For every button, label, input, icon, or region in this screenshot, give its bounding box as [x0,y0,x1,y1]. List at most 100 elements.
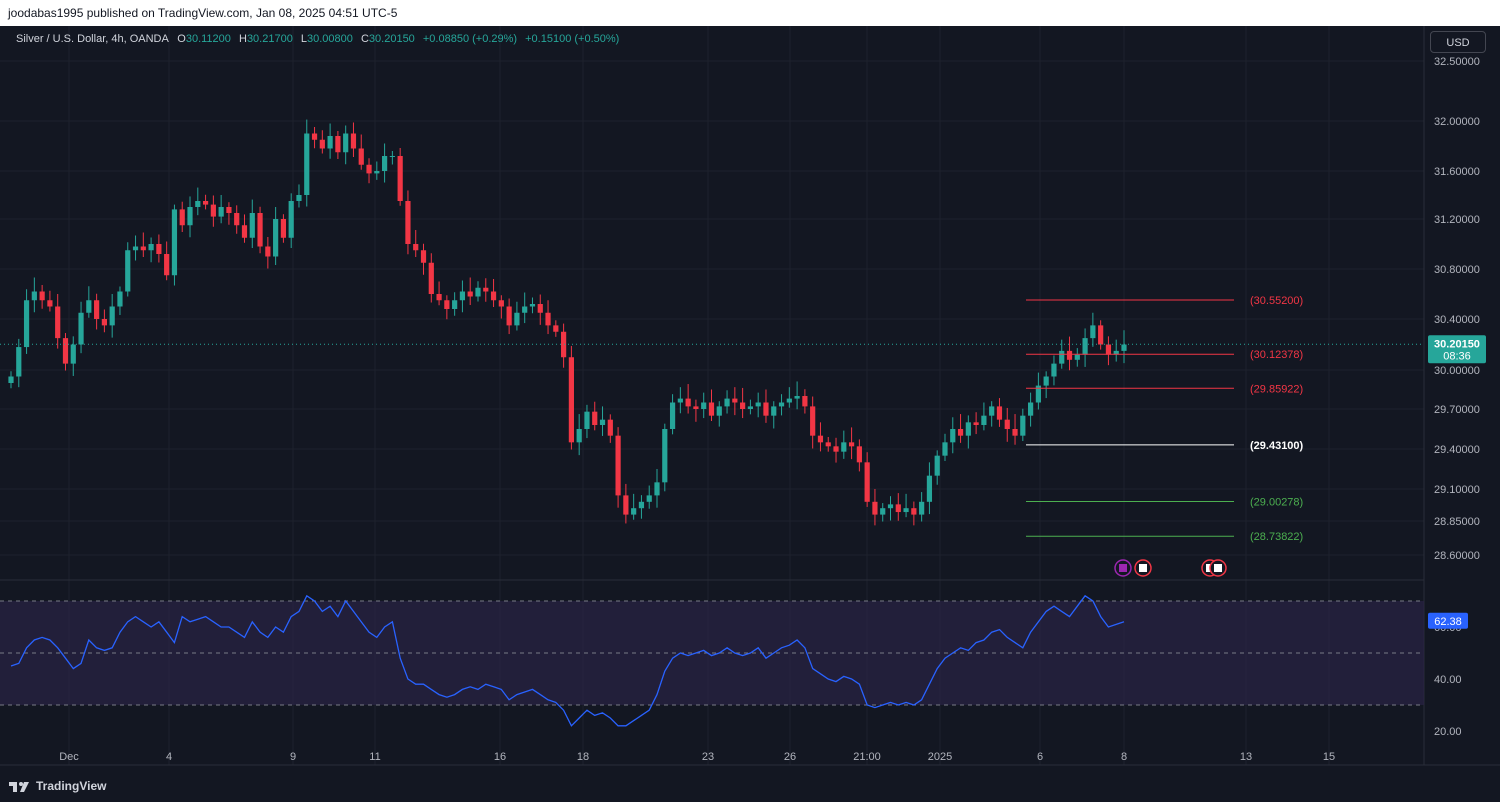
candle-body [529,304,536,307]
candle-body [39,291,45,301]
candle-body [195,201,201,207]
candle-body [934,455,940,476]
candle-body [716,406,722,416]
candle-body [1082,338,1088,355]
candle-body [708,402,715,416]
candle-body [919,501,925,515]
candle-body [957,429,964,436]
candles-group [8,119,1127,526]
time-tick-label: 16 [494,751,506,763]
candle-body [654,482,660,496]
time-tick-label: 4 [166,751,172,763]
candle-body [350,133,357,149]
high-label: H [238,33,247,45]
candle-body [794,396,800,399]
tradingview-logo[interactable]: TradingView [8,778,106,794]
candle-body [778,402,785,407]
price-tick-label: 30.40000 [1434,314,1480,326]
rsi-line [10,594,1125,727]
candle-body [428,262,434,294]
price-tick-label: 29.10000 [1434,484,1480,496]
candle-body [615,435,621,496]
candle-body [685,398,691,407]
candle-body [740,402,746,409]
price-level-label: (29.43100) [1250,440,1304,452]
candle-body [335,136,341,153]
candle-body [47,300,53,307]
candle-body [989,406,995,416]
price-tick-label: 29.70000 [1434,404,1480,416]
candle-body [584,411,590,429]
price-tick-label: 28.60000 [1434,550,1480,562]
candle-body [724,398,730,407]
candle-body [16,347,22,377]
candle-body [374,171,380,174]
candle-body [31,291,37,301]
candle-body [810,406,816,436]
time-tick-label: 9 [290,751,296,763]
candle-body [895,504,901,513]
footer-bar [0,770,1500,802]
candle-body [101,319,107,326]
candle-body [942,442,948,456]
open-label: O [177,33,186,45]
candle-body [483,287,489,292]
time-tick-label: 26 [784,751,796,763]
candle-body [1121,344,1127,351]
candle-body [1012,429,1018,436]
candle-body [576,429,582,443]
candle-body [62,338,69,364]
candle-body [475,287,481,297]
candle-body [109,306,115,326]
candle-body [833,446,839,452]
time-tick-label: 8 [1121,751,1127,763]
candle-body [70,344,76,364]
last-price-value: 30.20150 [1434,338,1480,350]
candle-body [903,508,909,513]
candle-body [506,306,512,326]
candle-body [950,429,956,443]
candle-body [1043,376,1049,386]
rsi-last-value: 62.38 [1434,616,1462,628]
candle-body [848,442,855,447]
candle-body [701,402,707,409]
candle-body [646,495,652,502]
candle-body [856,446,862,463]
candle-body [1066,350,1073,360]
candle-body [771,406,777,416]
currency-button[interactable]: USD [1430,31,1486,53]
candle-body [553,325,559,332]
candle-body [1028,402,1034,416]
candle-body [459,291,466,301]
us-flag-event-icon-glyph [1139,564,1147,572]
candle-body [1035,385,1041,403]
candle-body [1074,354,1080,360]
candle-body [802,396,808,407]
candle-body [86,300,92,313]
candle-body [273,219,279,257]
price-tick-label: 32.50000 [1434,56,1480,68]
candle-body [514,312,520,326]
candle-body [537,304,543,313]
time-tick-label: Dec [59,751,79,763]
candle-body [568,357,574,443]
rsi-value-badge [1428,612,1468,629]
candle-body [926,475,933,502]
candle-body [218,207,224,217]
candle-body [94,300,100,319]
close-value: 30.20150 [368,33,415,45]
candle-body [755,402,761,407]
candle-body [55,306,61,339]
change-value: +0.08850 (+0.29%) [422,33,518,45]
brand-name: TradingView [36,779,107,793]
candle-body [171,209,178,276]
candle-body [148,244,154,251]
candle-body [1105,344,1112,355]
candle-body [592,411,598,425]
price-level-label: (28.73822) [1250,531,1303,543]
time-tick-label: 2025 [928,751,952,763]
candle-body [78,312,84,345]
candle-body [413,244,419,251]
candle-body [1020,415,1026,436]
